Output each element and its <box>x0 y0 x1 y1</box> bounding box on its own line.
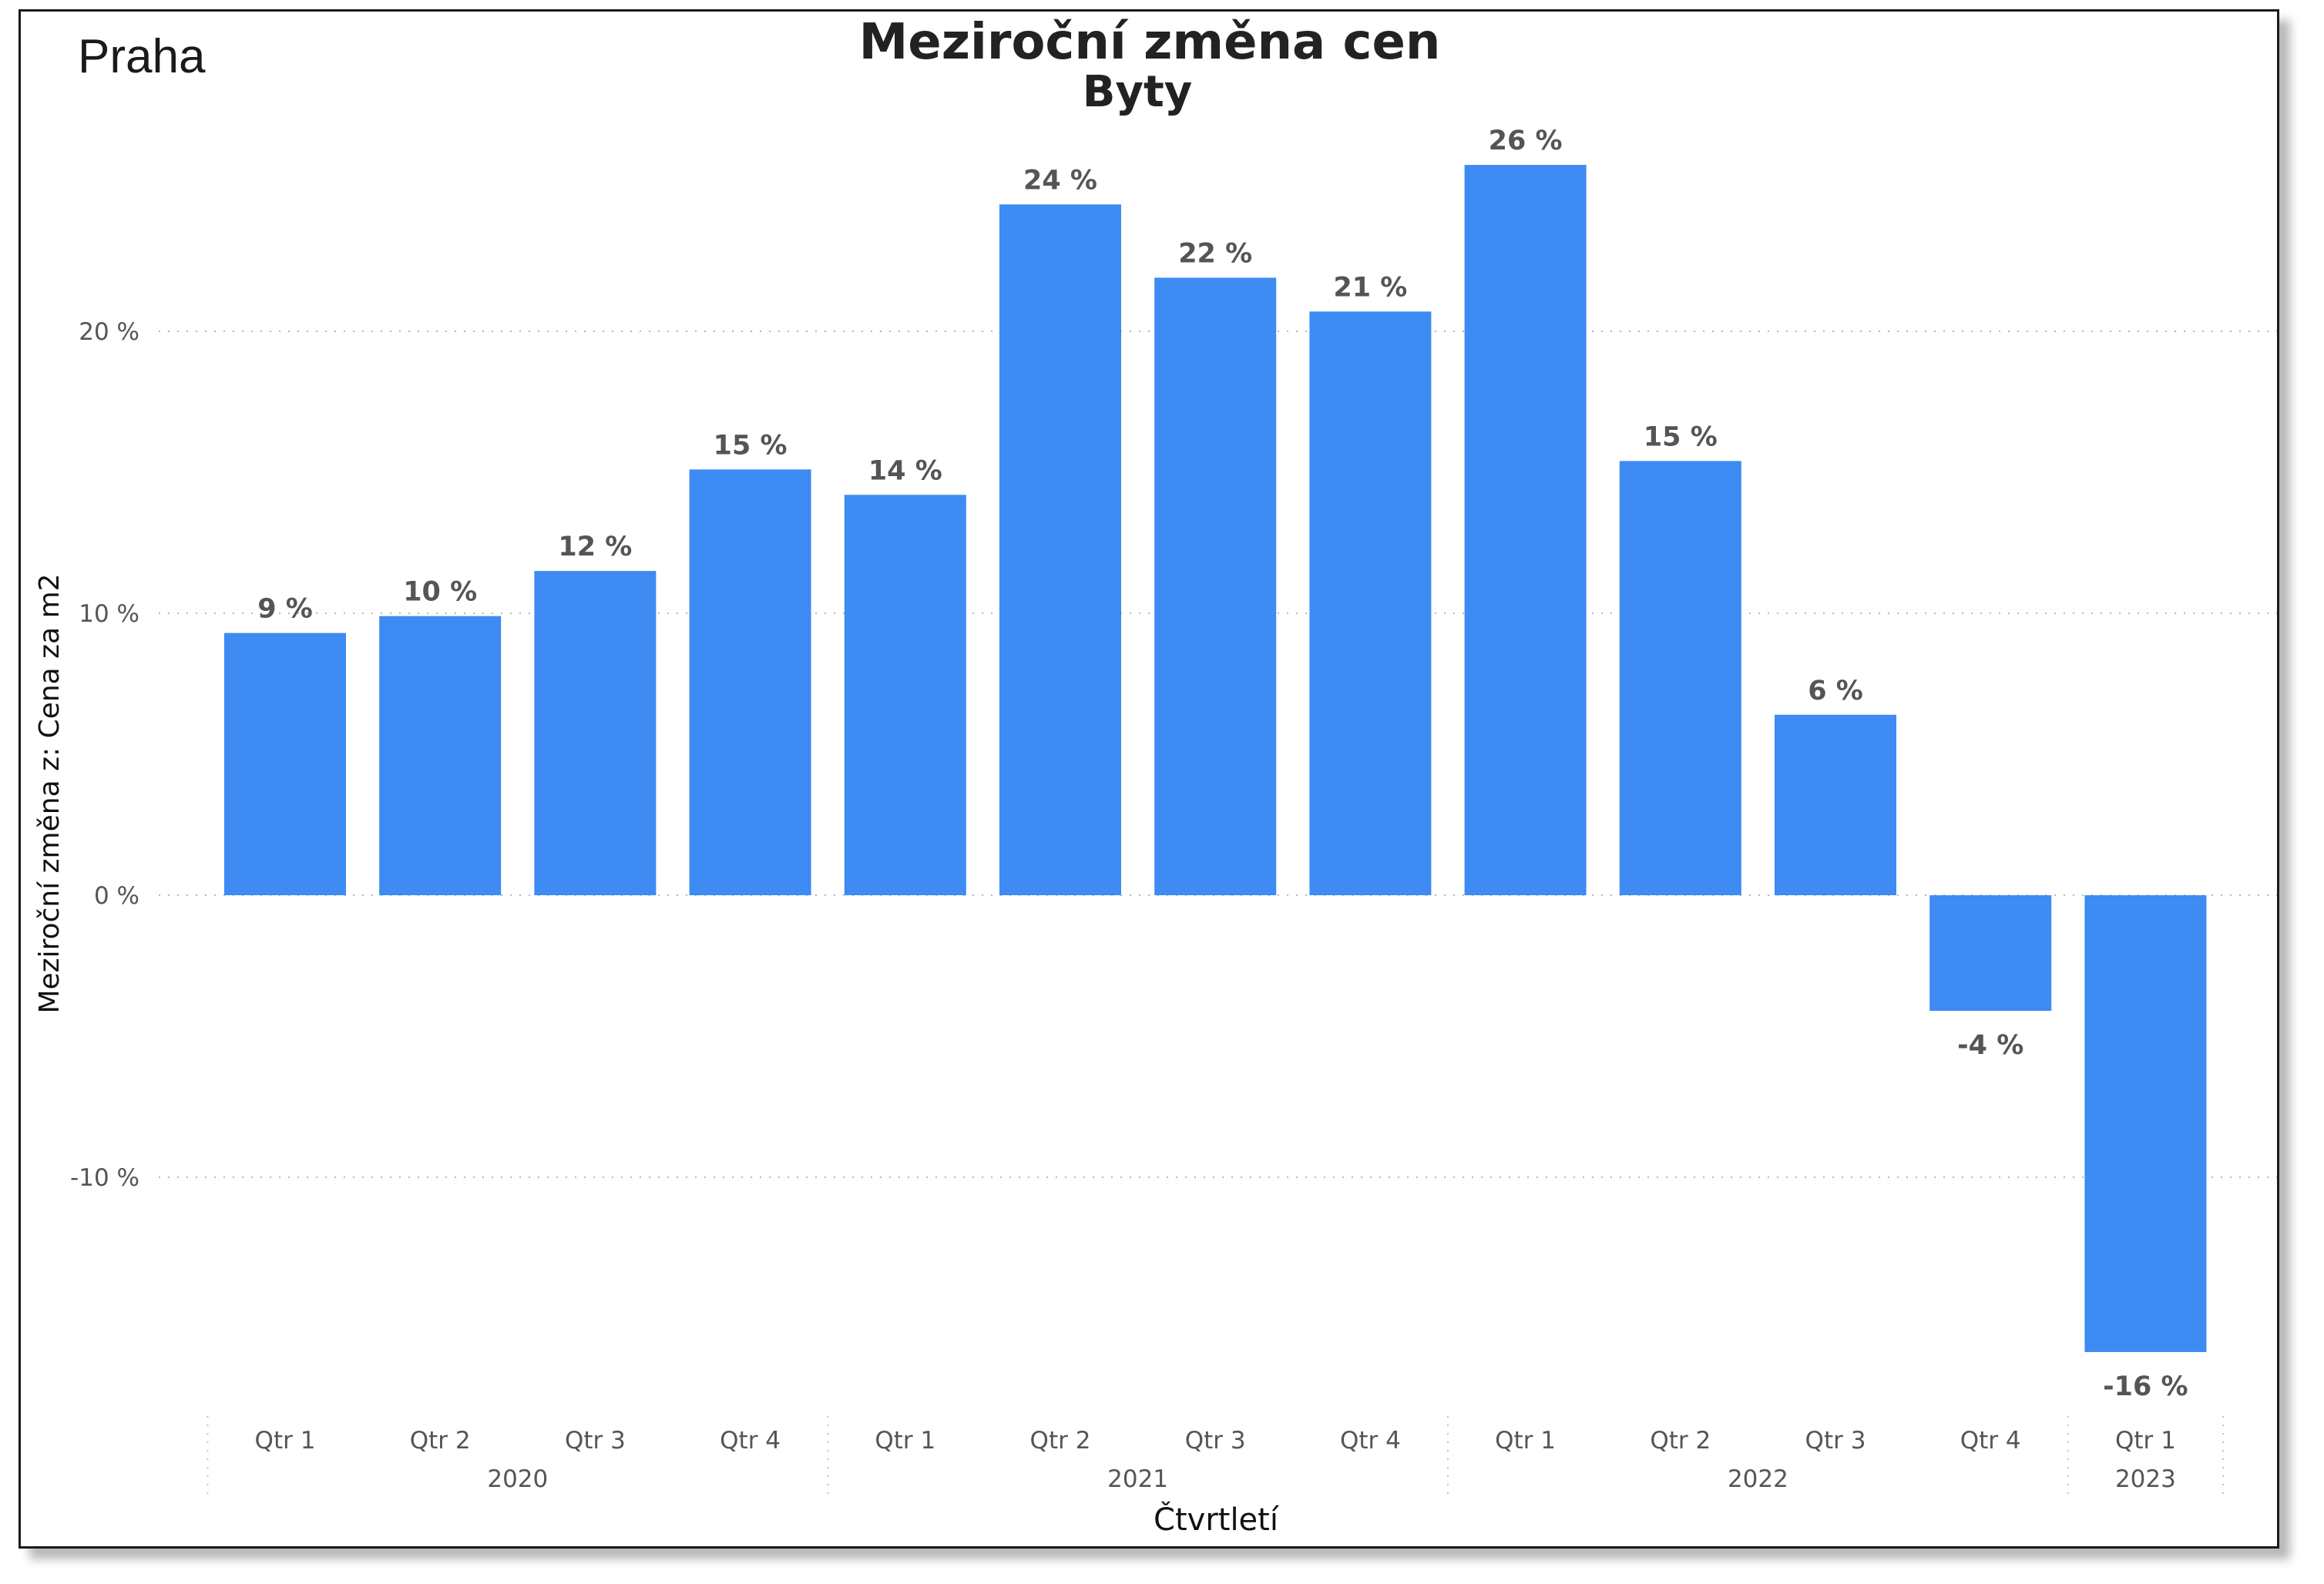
x-tick-label: Qtr 1 <box>255 1427 316 1455</box>
data-label: 12 % <box>558 532 632 562</box>
x-tick-label: Qtr 2 <box>410 1427 471 1455</box>
bar <box>689 469 811 895</box>
bar <box>2084 895 2207 1352</box>
x-tick-label: Qtr 4 <box>1340 1427 1401 1455</box>
data-label: -16 % <box>2103 1371 2188 1402</box>
x-axis-title: Čtvrtletí <box>1154 1501 1280 1538</box>
data-label: 24 % <box>1023 165 1097 196</box>
y-tick-label: 0 % <box>94 882 139 910</box>
x-group-label: 2023 <box>2115 1465 2176 1493</box>
x-tick-label: Qtr 3 <box>1185 1427 1246 1455</box>
y-axis-ticks: 20 % 10 % 0 % -10 % <box>70 318 139 1192</box>
bars <box>224 165 2207 1352</box>
bar <box>534 571 657 895</box>
data-label: 15 % <box>1644 421 1718 452</box>
bar <box>844 495 966 895</box>
bar <box>1929 895 2052 1012</box>
y-tick-label: 20 % <box>79 318 139 346</box>
region-label: Praha <box>78 30 206 83</box>
x-tick-label: Qtr 1 <box>875 1427 935 1455</box>
x-tick-label: Qtr 2 <box>1650 1427 1711 1455</box>
bar <box>1309 311 1432 895</box>
data-label: 14 % <box>868 455 942 486</box>
data-label: 10 % <box>403 577 477 608</box>
x-axis: Qtr 1 Qtr 2 Qtr 3 Qtr 4 Qtr 1 Qtr 2 Qtr 3 Qtr 4… <box>207 1416 2224 1501</box>
bar <box>1619 461 1741 895</box>
data-label: 22 % <box>1178 238 1252 269</box>
y-tick-label: -10 % <box>70 1164 139 1192</box>
x-tick-label: Qtr 3 <box>1805 1427 1866 1455</box>
x-group-label: 2020 <box>487 1465 548 1493</box>
data-labels: 9 % 10 % 12 % 15 % 14 % 24 % 22 % 21 % 26 % 15 % 6… <box>257 126 2188 1402</box>
data-label: 9 % <box>257 594 313 625</box>
x-group-label: 2022 <box>1728 1465 1788 1493</box>
x-tick-label: Qtr 1 <box>1495 1427 1556 1455</box>
y-tick-label: 10 % <box>79 600 139 628</box>
data-label: 15 % <box>714 430 788 461</box>
chart-subtitle: Byty <box>1083 67 1192 117</box>
bar <box>224 633 346 895</box>
data-label: -4 % <box>1957 1030 2023 1061</box>
x-tick-label: Qtr 2 <box>1030 1427 1091 1455</box>
bar <box>1464 165 1587 895</box>
y-axis-title: Meziroční změna z: Cena za m2 <box>34 573 65 1013</box>
x-tick-label: Qtr 1 <box>2115 1427 2176 1455</box>
bar <box>1775 714 1896 895</box>
data-label: 6 % <box>1808 676 1863 706</box>
data-label: 21 % <box>1333 272 1407 303</box>
bar <box>1154 277 1277 896</box>
data-label: 26 % <box>1489 126 1563 156</box>
x-tick-label: Qtr 4 <box>1960 1427 2021 1455</box>
x-tick-label: Qtr 3 <box>565 1427 626 1455</box>
bar <box>999 204 1121 895</box>
bar <box>379 616 502 895</box>
chart-title: Meziroční změna cen <box>859 14 1441 71</box>
x-group-label: 2021 <box>1107 1465 1168 1493</box>
x-tick-label: Qtr 4 <box>720 1427 781 1455</box>
